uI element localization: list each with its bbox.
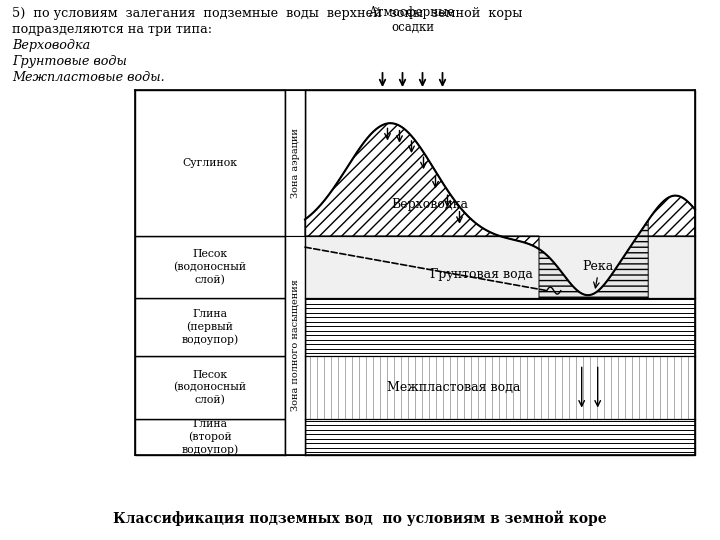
Text: Классификация подземных вод  по условиям в земной коре: Классификация подземных вод по условиям … xyxy=(113,510,607,526)
Text: Глина
(второй
водоупор): Глина (второй водоупор) xyxy=(181,418,238,455)
Text: Река: Река xyxy=(582,260,613,273)
Text: Зона полного насыщения: Зона полного насыщения xyxy=(290,280,300,411)
Polygon shape xyxy=(305,123,539,249)
Bar xyxy=(135,418,285,455)
Bar xyxy=(135,90,285,236)
Text: Грунтовые воды: Грунтовые воды xyxy=(12,55,127,68)
Text: Зона аэрации: Зона аэрации xyxy=(290,128,300,198)
Text: Межпластовые воды.: Межпластовые воды. xyxy=(12,71,165,84)
Text: Суглинок: Суглинок xyxy=(182,158,238,168)
Text: Верховодка: Верховодка xyxy=(391,198,468,211)
Text: Верховодка: Верховодка xyxy=(12,39,90,52)
Text: Грунтовая вода: Грунтовая вода xyxy=(430,268,533,281)
Bar xyxy=(305,90,695,455)
Text: Песок
(водоносный
слой): Песок (водоносный слой) xyxy=(174,370,246,406)
Text: Песок
(водоносный
слой): Песок (водоносный слой) xyxy=(174,249,246,285)
Text: Межпластовая вода: Межпластовая вода xyxy=(387,381,520,394)
Bar xyxy=(135,298,285,356)
Text: подразделяются на три типа:: подразделяются на три типа: xyxy=(12,23,212,36)
Text: 5)  по условиям  залегания  подземные  воды  верхней  зоны  земной  коры: 5) по условиям залегания подземные воды … xyxy=(12,7,523,20)
Bar xyxy=(285,236,305,455)
Bar xyxy=(305,236,695,298)
Text: Атмосферные
осадки: Атмосферные осадки xyxy=(369,6,456,34)
Polygon shape xyxy=(539,220,648,298)
Bar xyxy=(135,356,285,418)
Text: Глина
(первый
водоупор): Глина (первый водоупор) xyxy=(181,309,238,346)
Bar xyxy=(135,236,285,298)
Bar xyxy=(285,90,305,236)
Polygon shape xyxy=(636,195,695,238)
